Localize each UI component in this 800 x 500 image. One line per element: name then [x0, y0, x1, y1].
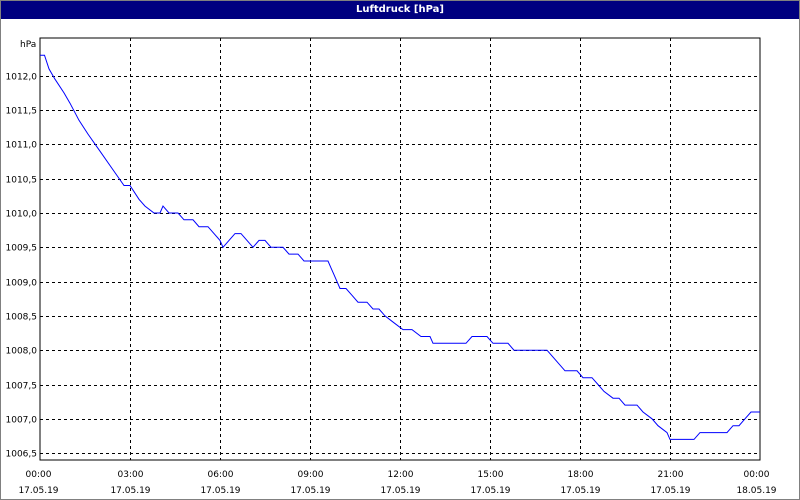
x-tick-time: 09:00	[298, 470, 324, 480]
plot-frame	[39, 37, 761, 461]
y-tick-label: 1010,0	[6, 210, 38, 220]
y-tick-label: 1012,0	[6, 73, 38, 83]
x-tick-time: 06:00	[208, 470, 234, 480]
y-tick-label: 1009,0	[6, 279, 38, 289]
y-tick-label: 1008,0	[6, 347, 38, 357]
x-axis: 00:00 17.05.19 03:00 17.05.19 06:00 17.05.19 0…	[18, 470, 776, 496]
x-tick-time: 18:00	[568, 470, 594, 480]
x-tick-date: 17.05.19	[470, 486, 510, 496]
x-tick-date: 17.05.19	[650, 486, 690, 496]
y-tick-label: 1011,0	[6, 141, 38, 151]
x-tick-date: 17.05.19	[560, 486, 600, 496]
x-tick-date: 18.05.19	[736, 486, 776, 496]
pressure-line	[40, 54, 760, 440]
y-tick-label: 1010,5	[6, 176, 38, 186]
y-tick-label: 1008,5	[6, 313, 38, 323]
y-tick-label: 1007,5	[6, 382, 38, 392]
x-tick-time: 03:00	[118, 470, 144, 480]
x-tick-date: 17.05.19	[18, 486, 58, 496]
y-tick-label: 1009,5	[6, 244, 38, 254]
x-tick-time: 12:00	[388, 470, 414, 480]
x-tick-date: 17.05.19	[110, 486, 150, 496]
x-tick-time: 15:00	[478, 470, 504, 480]
y-tick-label: 1011,5	[6, 107, 38, 117]
y-axis: 1012,0 1011,5 1011,0 1010,5 1010,0 1009,5 1009…	[6, 73, 38, 460]
y-axis-label: hPa	[20, 40, 36, 50]
x-tick-date: 17.05.19	[380, 486, 420, 496]
x-tick-time: 21:00	[658, 470, 684, 480]
y-tick-label: 1006,5	[6, 450, 38, 460]
grid	[40, 38, 760, 460]
x-tick-time: 00:00	[744, 470, 770, 480]
y-tick-label: 1007,0	[6, 416, 38, 426]
x-tick-date: 17.05.19	[200, 486, 240, 496]
chart-title: Luftdruck [hPa]	[1, 1, 799, 19]
x-tick-time: 00:00	[26, 470, 52, 480]
x-tick-date: 17.05.19	[290, 486, 330, 496]
